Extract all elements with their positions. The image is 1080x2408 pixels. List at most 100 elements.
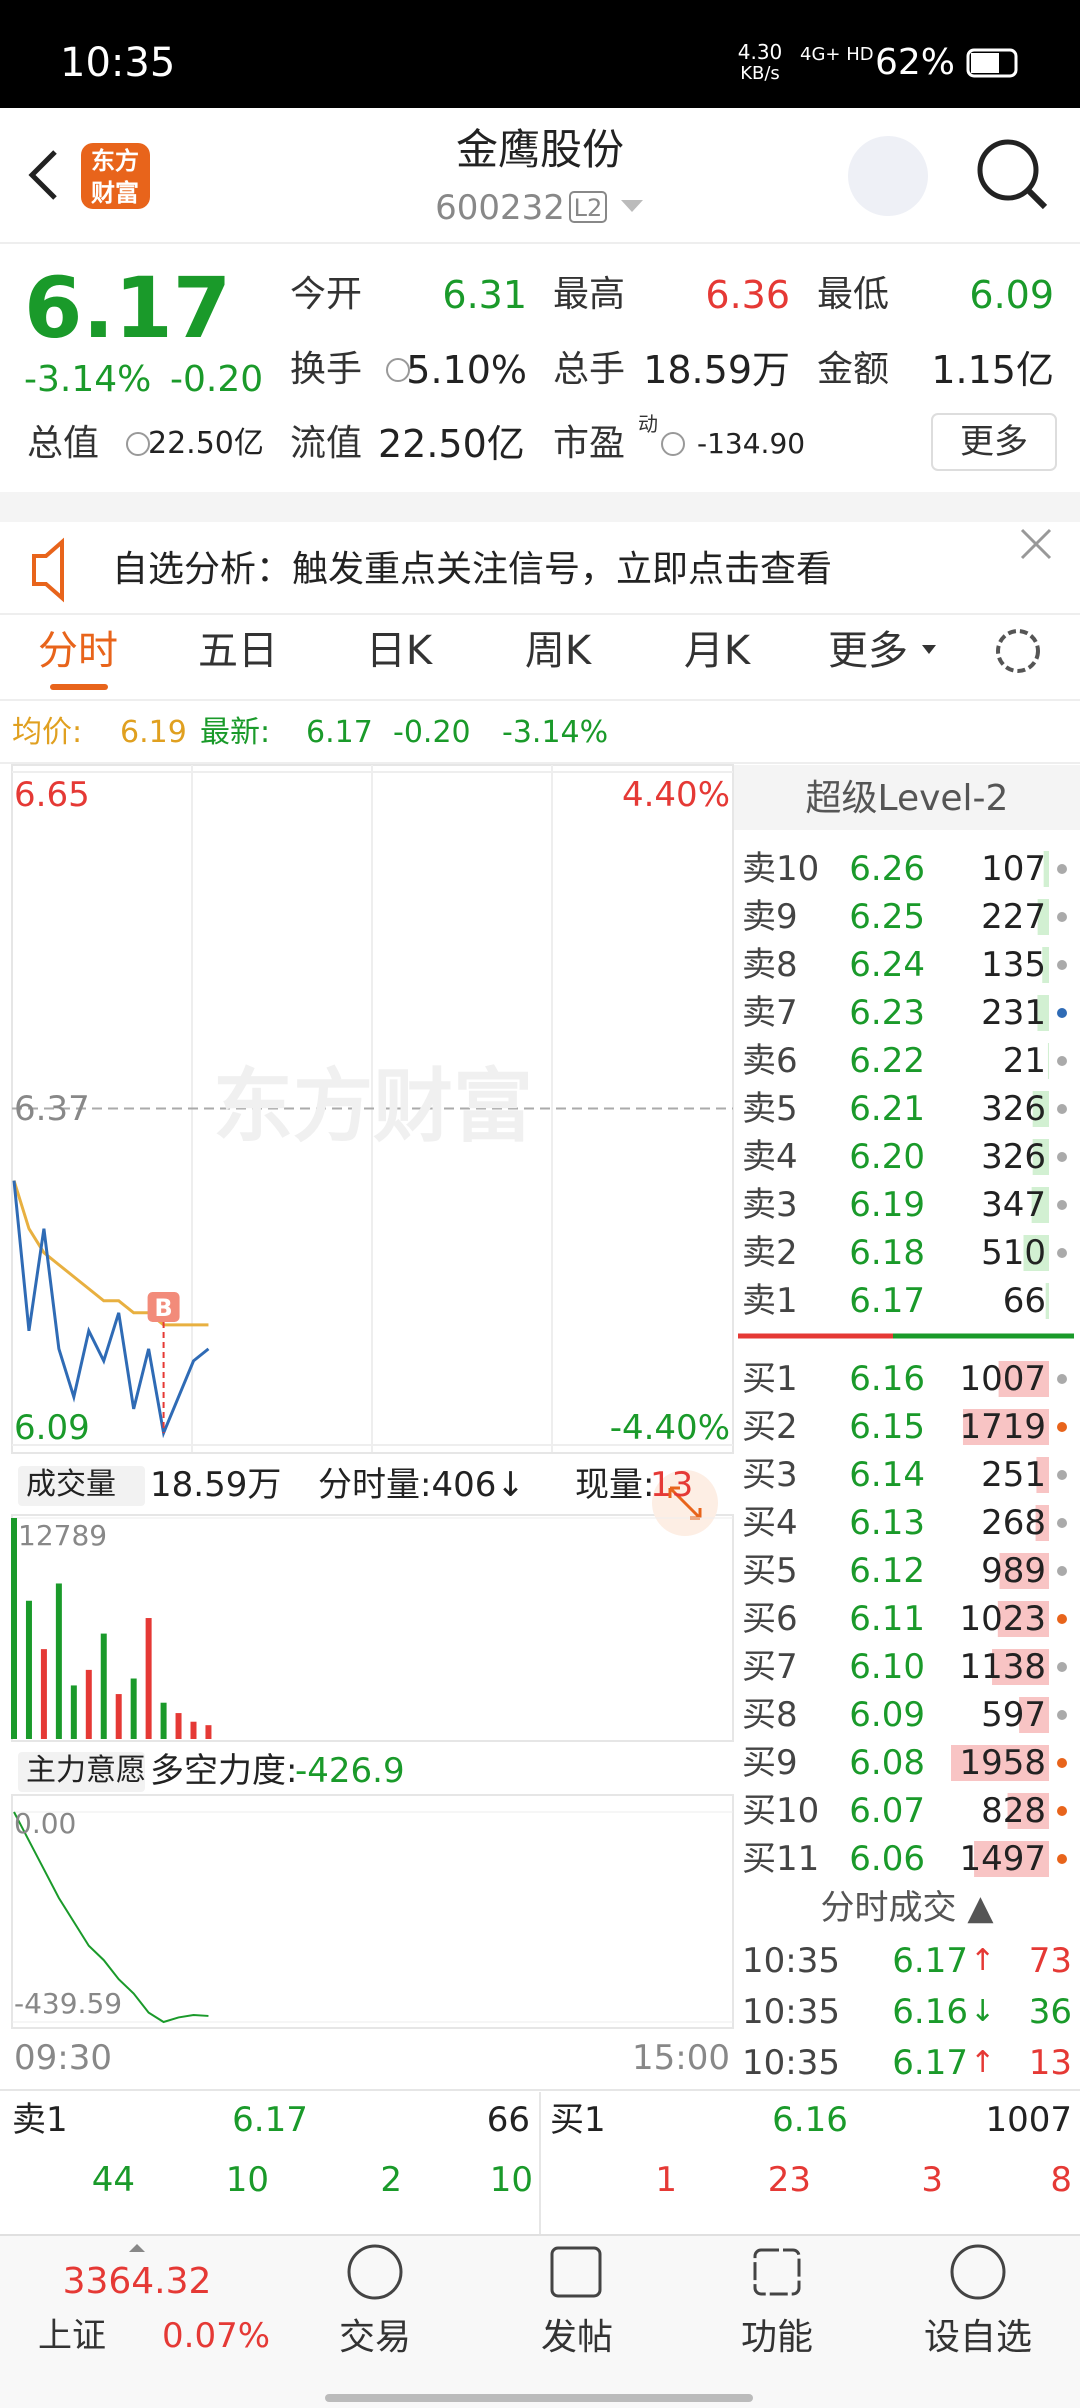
volume-bar <box>70 1685 77 1739</box>
book-volume: 21 <box>1002 1041 1046 1081</box>
book-label: 卖1 <box>742 1281 798 1321</box>
depth-bar <box>1031 1187 1049 1223</box>
volume-period: 分时量:406↓ <box>318 1465 525 1505</box>
depth-bar <box>974 1841 1049 1877</box>
tab[interactable]: 分时 <box>38 628 118 674</box>
book-dot <box>1057 1008 1067 1018</box>
marker-label: B <box>154 1294 173 1322</box>
book-price: 6.06 <box>849 1839 925 1879</box>
field-value: 6.31 <box>442 273 527 317</box>
volume-selector[interactable] <box>18 1466 145 1506</box>
battery-level <box>971 53 999 73</box>
field-value: 1.15亿 <box>931 348 1054 392</box>
caret <box>129 2244 145 2252</box>
field-value: 18.59万 <box>643 348 790 392</box>
trade-price: 6.16 <box>892 1992 968 2032</box>
book-volume: 1719 <box>959 1407 1046 1447</box>
book-price: 6.19 <box>849 1185 925 1225</box>
y-tick-label: -439.59 <box>14 1987 123 2020</box>
watermark: 东方财富 <box>213 1060 533 1153</box>
book-label: 买10 <box>742 1791 820 1831</box>
book-price: 6.26 <box>849 849 925 889</box>
volume-bar <box>115 1694 122 1739</box>
book-volume: 1138 <box>959 1647 1046 1687</box>
field-value: -134.90 <box>697 427 806 460</box>
book-volume: 227 <box>981 897 1046 937</box>
trades-title[interactable]: 分时成交 ▲ <box>820 1888 994 1928</box>
queue-label: 卖1 <box>12 2100 68 2140</box>
nav-item[interactable]: 交易 <box>338 2317 412 2358</box>
book-label: 卖6 <box>742 1041 798 1081</box>
book-volume: 1007 <box>959 1359 1046 1399</box>
depth-bar <box>999 1553 1049 1589</box>
nav-icon <box>753 2248 801 2296</box>
force-label[interactable]: 主力意愿 <box>26 1753 146 1788</box>
field-sup: 动 <box>638 412 658 436</box>
trade-time: 10:35 <box>742 1992 840 2032</box>
book-volume: 1497 <box>959 1839 1046 1879</box>
info-icon <box>661 432 685 456</box>
book-dot <box>1057 864 1067 874</box>
book-label: 卖9 <box>742 897 798 937</box>
volume-bar <box>55 1583 62 1739</box>
field-label: 金额 <box>817 349 890 390</box>
index-name: 上证 <box>38 2316 106 2356</box>
depth-bar <box>1045 1283 1049 1319</box>
book-volume: 326 <box>981 1137 1046 1177</box>
nav-icon <box>950 2244 1006 2300</box>
book-price: 6.24 <box>849 945 925 985</box>
book-volume: 135 <box>981 945 1046 985</box>
y-tick-label: 6.65 <box>14 775 90 815</box>
book-dot <box>1057 1518 1067 1528</box>
volume-bar <box>100 1633 107 1739</box>
tab[interactable]: 日K <box>365 628 433 674</box>
field-label: 换手 <box>290 349 363 390</box>
settings-icon[interactable] <box>996 629 1040 673</box>
book-volume: 107 <box>981 849 1046 889</box>
close-icon[interactable] <box>1020 528 1052 560</box>
volume-label[interactable]: 成交量 <box>26 1467 116 1502</box>
book-dot <box>1057 1566 1067 1576</box>
time-label: 15:00 <box>632 2038 730 2078</box>
nav-item[interactable]: 发帖 <box>540 2317 614 2358</box>
book-volume: 251 <box>981 1455 1046 1495</box>
back-button[interactable] <box>28 150 57 200</box>
book-price: 6.10 <box>849 1647 925 1687</box>
depth-bar <box>1036 1457 1049 1493</box>
book-price: 6.22 <box>849 1041 925 1081</box>
queue-order: 10 <box>489 2160 533 2200</box>
gap <box>0 492 1080 522</box>
book-price: 6.17 <box>849 1281 925 1321</box>
more-button[interactable]: 更多 <box>960 422 1028 462</box>
queue-price: 6.16 <box>772 2100 848 2140</box>
notice[interactable]: 自选分析：触发重点关注信号，立即点击查看 <box>112 549 833 590</box>
index-value[interactable]: 3364.32 <box>62 2261 212 2302</box>
tab[interactable]: 周K <box>524 628 592 674</box>
book-volume: 989 <box>981 1551 1046 1591</box>
volume-bar <box>190 1721 197 1739</box>
force-line <box>13 1811 209 2024</box>
book-dot <box>1057 1470 1067 1480</box>
more-button[interactable] <box>931 413 1057 471</box>
change: -0.20 <box>170 359 264 400</box>
book-dot <box>1057 1104 1067 1114</box>
force-selector[interactable] <box>18 1752 145 1792</box>
search-icon[interactable] <box>977 139 1039 201</box>
trade-time: 10:35 <box>742 1941 840 1981</box>
change-pct: -3.14% <box>502 715 609 750</box>
volume-bar <box>160 1702 167 1739</box>
robot-avatar[interactable] <box>848 136 928 216</box>
tab[interactable]: 月K <box>683 628 751 674</box>
dropdown[interactable] <box>621 200 643 212</box>
queue-order: 2 <box>380 2160 402 2200</box>
nav-item[interactable]: 设自选 <box>923 2317 1033 2358</box>
book-label: 卖10 <box>742 849 820 889</box>
book-label: 卖7 <box>742 993 798 1033</box>
volume-bar <box>205 1725 212 1739</box>
depth-bar <box>992 1649 1049 1685</box>
tab[interactable]: 更多 <box>828 628 908 674</box>
nav-item[interactable]: 功能 <box>740 2317 814 2358</box>
now-value: 13 <box>650 1465 694 1505</box>
tab[interactable]: 五日 <box>198 628 278 674</box>
